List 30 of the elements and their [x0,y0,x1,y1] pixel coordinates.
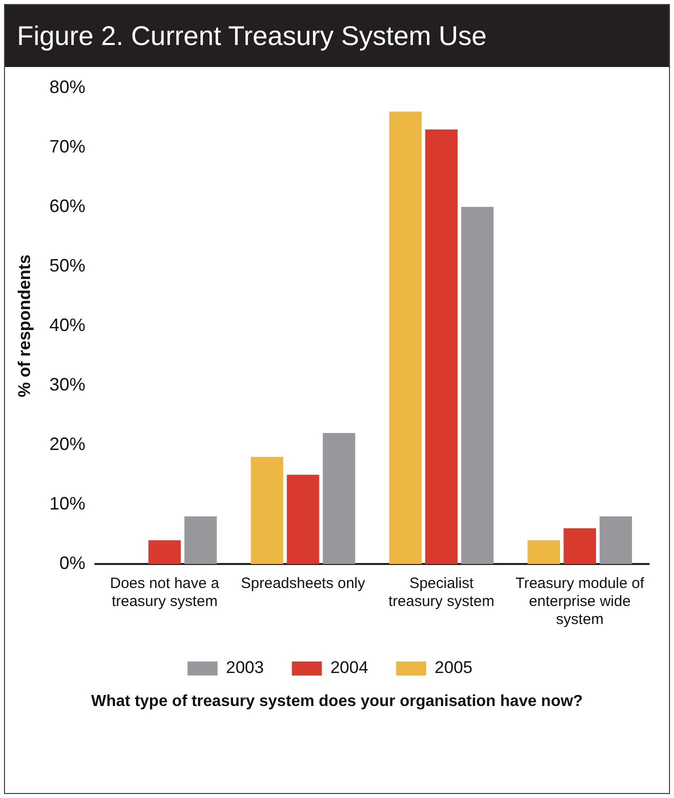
x-tick-label: Does not have a treasury system [110,575,220,610]
bar [425,129,458,564]
bar [250,456,284,564]
y-tick-label: 70% [49,136,86,156]
y-tick-label: 10% [49,493,86,514]
bar [286,474,320,564]
bar [564,528,596,564]
bar [461,206,494,564]
y-tick-label: 60% [49,196,86,216]
chart-title: Figure 2. Current Treasury System Use [5,5,669,67]
bar [389,112,422,564]
bar [600,516,632,564]
bar [322,433,356,564]
x-tick-label: Spreadsheets only [240,575,366,592]
y-tick-label: 0% [59,552,86,573]
x-axis-title: What type of treasury system does your organisation have now? [90,693,584,711]
y-tick-label: 30% [49,374,86,394]
legend-label: 2004 [330,658,368,678]
legend-label: 2003 [226,658,264,678]
y-axis-title: % of respondents [14,254,34,398]
x-tick-label: Specialist treasury system [388,575,494,610]
bar [184,516,217,564]
legend-label: 2005 [434,658,472,678]
y-tick-label: 20% [49,434,86,454]
y-tick-label: 80% [49,76,86,97]
y-tick-label: 40% [49,314,86,335]
bar [148,540,181,564]
y-tick-label: 50% [49,255,86,276]
x-tick-label: Treasury module of enterprise wide system [515,575,645,628]
bar [528,540,560,564]
